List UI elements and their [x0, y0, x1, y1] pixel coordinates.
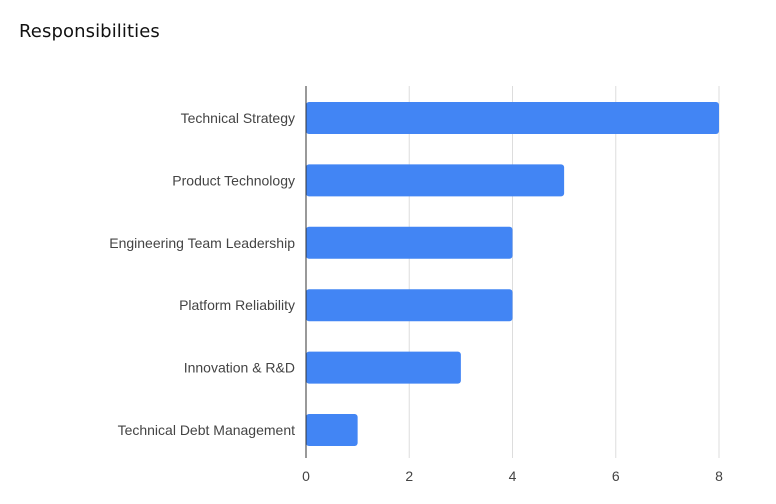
- bar-innovation-r-d: [306, 351, 461, 384]
- category-label-product-technology: Product Technology: [172, 172, 295, 188]
- category-label-platform-reliability: Platform Reliability: [179, 297, 295, 313]
- bar-platform-reliability: [306, 289, 513, 322]
- x-tick-label-6: 6: [612, 468, 620, 484]
- bar-technical-strategy: [306, 102, 719, 134]
- gridlines: [408, 86, 720, 458]
- category-label-technical-debt-management: Technical Debt Management: [118, 422, 296, 438]
- x-tick-label-4: 4: [509, 468, 517, 484]
- x-tick-label-0: 0: [302, 468, 310, 484]
- chart-title: Responsibilities: [19, 21, 160, 42]
- x-tick-label-8: 8: [715, 468, 723, 484]
- category-label-engineering-team-leadership: Engineering Team Leadership: [109, 235, 295, 251]
- category-labels: Technical Strategy Product Technology Engi…: [109, 110, 295, 438]
- bar-engineering-team-leadership: [306, 226, 513, 259]
- x-tick-label-2: 2: [405, 468, 413, 484]
- bar-product-technology: [306, 164, 565, 197]
- bar-technical-debt-management: [306, 414, 358, 446]
- x-tick-labels: 0 2 4 6 8: [302, 468, 723, 484]
- category-label-technical-strategy: Technical Strategy: [181, 110, 295, 126]
- bars: [306, 102, 719, 446]
- category-label-innovation-r-d: Innovation & R&D: [184, 360, 295, 376]
